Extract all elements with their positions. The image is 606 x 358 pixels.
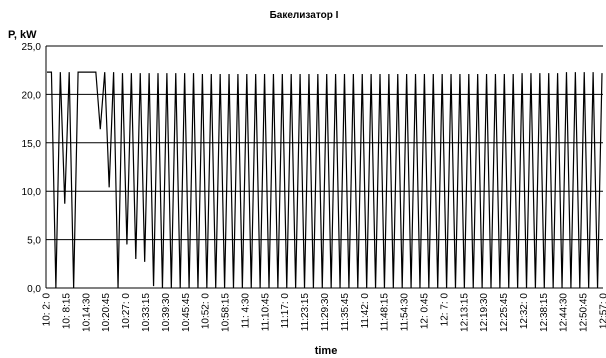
y-tick-label: 20,0 bbox=[22, 90, 42, 101]
x-tick-label: 11:29:30 bbox=[320, 293, 331, 332]
x-tick-label: 10: 8:15 bbox=[61, 293, 72, 330]
x-tick-label: 12:25:45 bbox=[499, 293, 510, 332]
x-tick-label: 12:19:30 bbox=[479, 293, 490, 332]
series-layer bbox=[47, 71, 603, 289]
x-tick-label: 12:38:15 bbox=[539, 293, 550, 332]
x-tick-label: 11:10:45 bbox=[260, 293, 271, 332]
axes bbox=[45, 46, 603, 289]
y-tick-labels: 0,0 5,0 10,0 15,0 20,0 25,0 bbox=[22, 42, 42, 295]
x-tick-label: 11: 4:30 bbox=[240, 293, 251, 329]
x-tick-label: 10:45:45 bbox=[181, 293, 192, 332]
x-axis-title: time bbox=[315, 345, 338, 357]
x-tick-label: 12:44:30 bbox=[559, 293, 570, 332]
x-tick-label: 11:42: 0 bbox=[360, 293, 371, 329]
x-tick-label: 11:17: 0 bbox=[280, 293, 291, 329]
y-tick-label: 0,0 bbox=[27, 284, 41, 295]
x-tick-label: 11:35:45 bbox=[340, 293, 351, 332]
y-tick-label: 10,0 bbox=[22, 187, 42, 198]
x-tick-label: 12: 0:45 bbox=[420, 293, 431, 330]
x-tick-label: 10:58:15 bbox=[221, 293, 232, 332]
x-tick-label: 12:32: 0 bbox=[519, 293, 530, 330]
y-tick-label: 5,0 bbox=[27, 236, 41, 247]
series-line bbox=[47, 71, 603, 289]
chart-title: Бакелизатор I bbox=[270, 10, 339, 21]
y-axis-title: P, kW bbox=[8, 29, 37, 41]
x-tick-label: 11:23:15 bbox=[300, 293, 311, 332]
x-tick-label: 10:39:30 bbox=[161, 293, 172, 332]
x-tick-label: 12:13:15 bbox=[459, 293, 470, 332]
x-tick-label: 12:50:45 bbox=[579, 293, 590, 332]
x-tick-labels: 10: 2: 0 10: 8:15 10:14:30 10:20:45 10:27: 0… bbox=[42, 293, 606, 332]
x-tick-label: 11:48:15 bbox=[380, 293, 391, 332]
x-tick-label: 11:54:30 bbox=[400, 293, 411, 332]
x-tick-label: 10:27: 0 bbox=[121, 293, 132, 330]
y-tick-label: 25,0 bbox=[22, 42, 42, 53]
x-tick-label: 12:57: 0 bbox=[599, 293, 606, 330]
x-tick-label: 10:52: 0 bbox=[201, 293, 212, 330]
x-tick-label: 12: 7: 0 bbox=[439, 293, 450, 327]
x-tick-label: 10:20:45 bbox=[101, 293, 112, 332]
x-tick-label: 10: 2: 0 bbox=[42, 293, 53, 327]
x-tick-label: 10:33:15 bbox=[141, 293, 152, 332]
x-tick-label: 10:14:30 bbox=[81, 293, 92, 332]
y-tick-label: 15,0 bbox=[22, 139, 42, 150]
